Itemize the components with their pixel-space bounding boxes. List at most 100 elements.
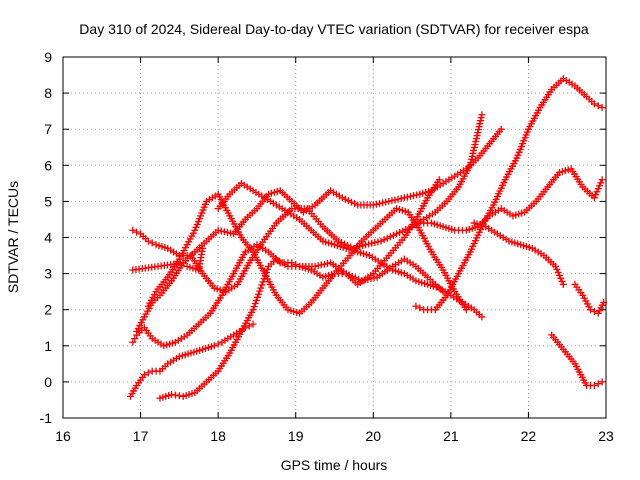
- y-tick-label: 0: [44, 374, 52, 390]
- data-point: [593, 188, 601, 196]
- data-point: [223, 228, 231, 236]
- data-point: [594, 102, 602, 110]
- data-point: [478, 111, 486, 119]
- data-point: [558, 277, 566, 285]
- data-point: [382, 198, 390, 206]
- data-point: [405, 224, 413, 232]
- y-tick-label: 5: [44, 193, 52, 209]
- data-point: [365, 240, 373, 248]
- data-point: [393, 230, 401, 238]
- data-point: [199, 244, 207, 252]
- y-axis-label: SDTVAR / TECUs: [5, 181, 21, 293]
- data-point: [324, 259, 332, 267]
- x-tick-label: 21: [443, 428, 459, 444]
- data-point: [410, 192, 418, 200]
- x-tick-label: 23: [598, 428, 614, 444]
- data-point: [380, 236, 388, 244]
- data-point: [131, 335, 139, 343]
- data-point: [586, 306, 594, 314]
- data-point: [557, 274, 565, 282]
- data-point: [397, 195, 405, 203]
- data-point: [252, 296, 260, 304]
- data-point: [554, 268, 562, 276]
- y-tick-label: 7: [44, 121, 52, 137]
- data-point: [413, 191, 421, 199]
- data-point: [391, 196, 399, 204]
- plot-frame: [62, 56, 607, 419]
- x-tick-label: 17: [133, 428, 149, 444]
- data-point: [338, 194, 346, 202]
- data-point: [320, 260, 328, 268]
- data-point: [377, 237, 385, 245]
- data-point: [348, 198, 356, 206]
- data-point: [400, 194, 408, 202]
- data-point: [214, 226, 222, 234]
- data-point: [217, 227, 225, 235]
- data-point: [559, 280, 567, 288]
- data-point: [383, 234, 391, 242]
- data-point: [362, 241, 370, 249]
- data-point: [403, 193, 411, 201]
- data-point: [129, 226, 137, 234]
- data-point: [592, 191, 600, 199]
- x-tick-label: 22: [521, 428, 537, 444]
- data-point: [594, 185, 602, 193]
- data-point: [399, 227, 407, 235]
- data-point: [386, 233, 394, 241]
- data-point: [416, 304, 424, 312]
- data-point: [341, 240, 349, 248]
- data-point: [210, 342, 218, 350]
- data-point: [148, 239, 156, 247]
- data-point: [256, 287, 264, 295]
- grid-layer: [63, 57, 606, 418]
- data-point: [553, 265, 561, 273]
- data-point: [258, 281, 266, 289]
- data-point: [590, 100, 598, 108]
- data-point: [334, 237, 342, 245]
- data-point: [555, 271, 563, 279]
- data-point: [594, 380, 602, 388]
- data-point: [249, 320, 257, 328]
- data-point: [597, 179, 605, 187]
- x-tick-label: 19: [288, 428, 304, 444]
- data-point: [227, 229, 235, 237]
- data-point: [140, 371, 148, 379]
- data-point: [249, 306, 257, 314]
- data-point: [255, 290, 263, 298]
- data-point: [292, 261, 300, 269]
- data-point: [144, 237, 152, 245]
- data-point: [257, 284, 265, 292]
- data-point: [251, 300, 259, 308]
- data-point: [402, 226, 410, 234]
- data-point: [374, 238, 382, 246]
- data-point: [590, 308, 598, 316]
- data-point: [379, 199, 387, 207]
- y-tick-label: 1: [44, 338, 52, 354]
- data-point: [263, 265, 271, 273]
- data-point: [259, 278, 267, 286]
- y-tick-label: 6: [44, 157, 52, 173]
- data-point: [407, 192, 415, 200]
- data-point: [344, 197, 352, 205]
- y-tick-label: 4: [44, 230, 52, 246]
- data-point: [462, 306, 470, 314]
- x-tick-label: 18: [210, 428, 226, 444]
- y-tick-label: 3: [44, 266, 52, 282]
- data-point: [590, 194, 598, 202]
- data-point: [388, 197, 396, 205]
- data-point: [369, 201, 377, 209]
- data-point: [250, 303, 258, 311]
- data-point: [371, 239, 379, 247]
- data-point: [372, 200, 380, 208]
- data-point: [214, 340, 222, 348]
- y-tick-label: -1: [40, 410, 53, 426]
- data-point: [497, 125, 505, 133]
- data-marks: [126, 75, 608, 402]
- data-point: [552, 262, 560, 270]
- data-point: [337, 239, 345, 247]
- data-point: [317, 261, 325, 269]
- y-tick-label: 9: [44, 49, 52, 65]
- data-point: [396, 228, 404, 236]
